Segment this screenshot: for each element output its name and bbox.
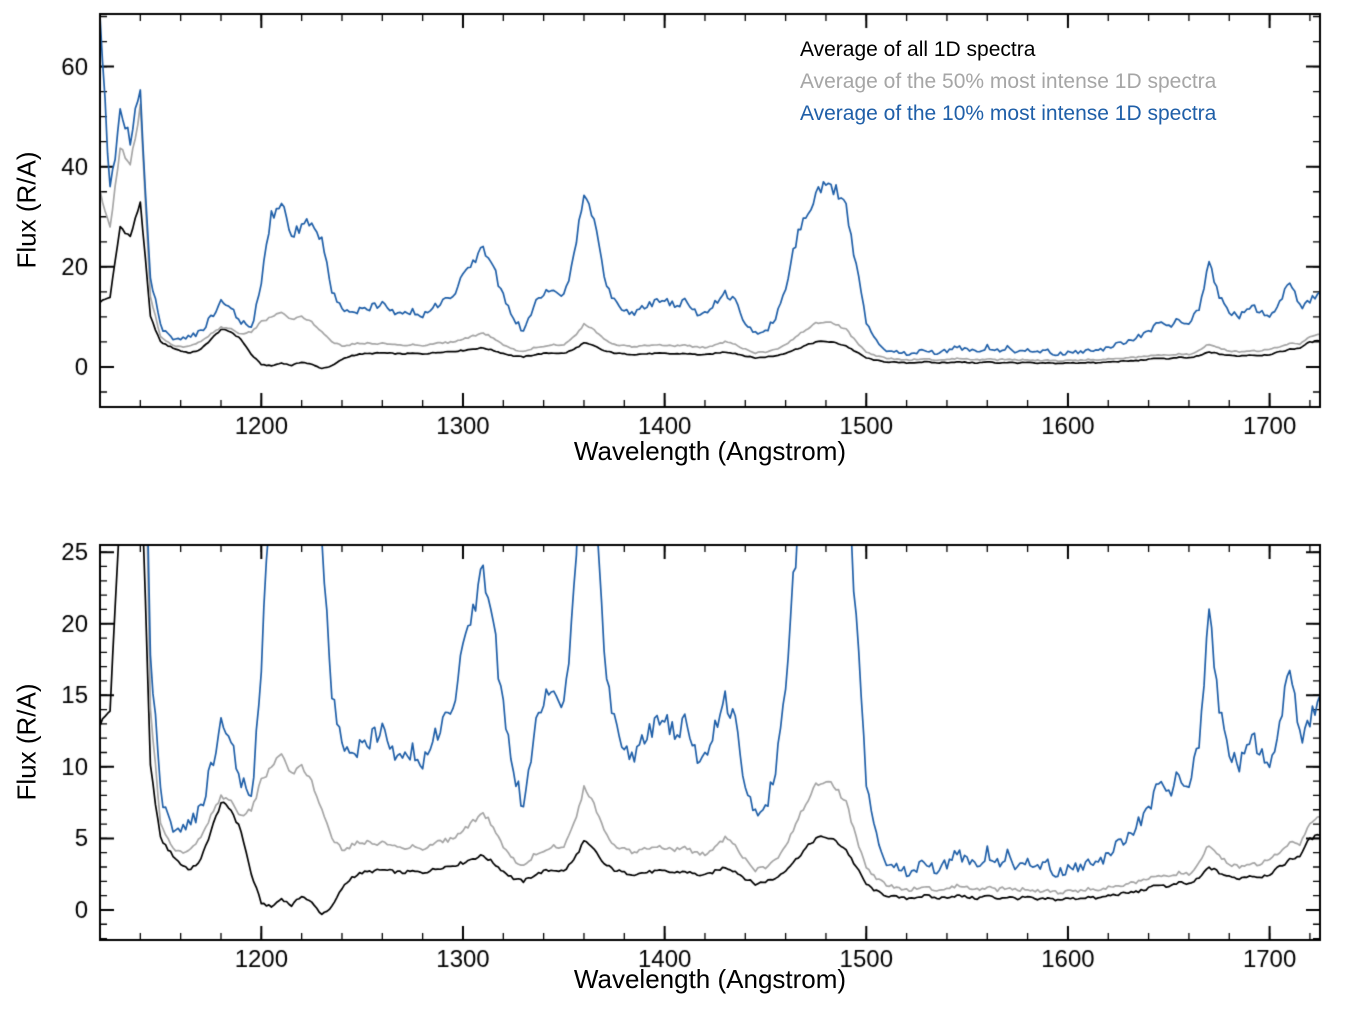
bottom-y-axis-label: Flux (R/A) (11, 683, 42, 801)
legend: Average of all 1D spectra Average of the… (800, 34, 1216, 130)
bottom-spectrum-panel (0, 532, 1348, 982)
top-x-axis-label: Wavelength (Angstrom) (573, 436, 847, 466)
bottom-x-axis-label: Wavelength (Angstrom) (573, 964, 847, 994)
legend-entry-10pct-spectra: Average of the 10% most intense 1D spect… (800, 102, 1217, 125)
legend-entry-50pct-spectra: Average of the 50% most intense 1D spect… (800, 70, 1217, 93)
top-spectrum-panel (0, 0, 1348, 445)
top-y-axis-label: Flux (R/A) (11, 151, 42, 269)
legend-entry-all-spectra: Average of all 1D spectra (800, 38, 1036, 61)
